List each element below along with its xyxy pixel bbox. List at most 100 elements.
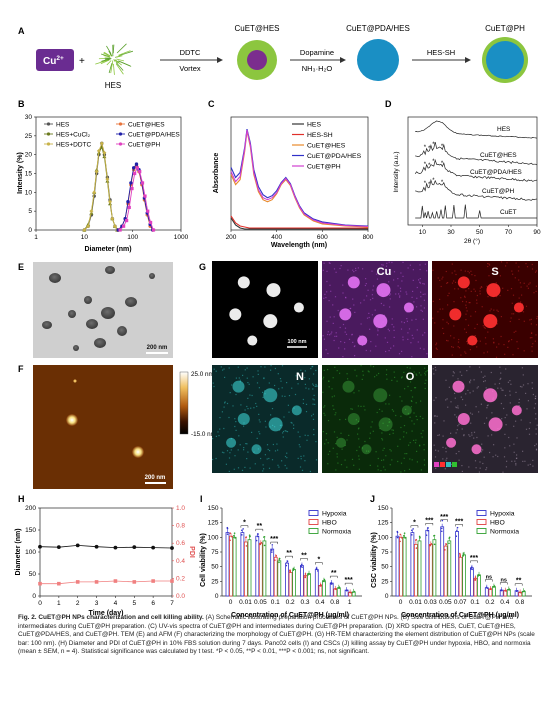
noise-dot: [454, 397, 456, 399]
noise-dot: [459, 371, 461, 373]
noise-dot: [425, 371, 427, 373]
noise-dot: [442, 319, 444, 321]
noise-dot: [323, 376, 325, 378]
legend-entry: CuET@HES: [307, 143, 346, 150]
panel-c-ylabel: Absorbance: [213, 153, 220, 194]
noise-dot: [465, 352, 467, 354]
noise-dot: [402, 261, 404, 263]
noise-dot: [371, 421, 373, 423]
noise-dot: [518, 398, 520, 400]
noise-dot: [403, 425, 406, 427]
noise-dot: [329, 262, 331, 264]
noise-dot: [438, 434, 440, 436]
noise-dot: [377, 469, 379, 471]
noise-dot: [400, 471, 402, 473]
noise-dot: [440, 285, 442, 288]
noise-dot: [446, 457, 448, 459]
x-tick-label: 30: [447, 229, 455, 236]
noise-dot: [327, 369, 329, 371]
noise-dot: [381, 264, 383, 266]
noise-dot: [378, 372, 380, 375]
sig-bracket: [440, 519, 449, 522]
noise-dot: [378, 408, 381, 410]
noise-dot: [442, 435, 444, 437]
noise-dot: [341, 448, 343, 450]
replicate-dot: [470, 566, 473, 568]
noise-dot: [515, 462, 517, 465]
noise-dot: [376, 374, 378, 376]
noise-dot: [515, 464, 517, 466]
bar: [413, 544, 418, 597]
noise-dot: [312, 383, 314, 385]
noise-dot: [369, 464, 371, 466]
noise-dot: [523, 282, 525, 284]
noise-dot: [424, 263, 426, 265]
noise-dot: [253, 407, 255, 409]
noise-dot: [259, 421, 261, 423]
x-tick-label: 0.2: [286, 599, 295, 606]
noise-dot: [282, 436, 284, 438]
noise-dot: [415, 373, 417, 375]
noise-dot: [461, 374, 463, 376]
noise-dot: [522, 450, 524, 452]
noise-dot: [458, 459, 460, 461]
noise-dot: [277, 464, 279, 466]
noise-dot: [244, 369, 246, 371]
noise-dot: [487, 404, 489, 406]
replicate-dot: [477, 575, 479, 577]
bar: [307, 573, 311, 597]
x-tick-label: 0.05: [254, 599, 267, 606]
bar: [425, 529, 430, 597]
noise-dot: [466, 310, 468, 312]
noise-dot: [467, 343, 469, 345]
noise-dot: [356, 375, 358, 377]
replicate-dot: [335, 587, 337, 590]
noise-dot: [416, 329, 418, 331]
replicate-dot: [320, 583, 322, 586]
data-point: [86, 222, 91, 226]
noise-dot: [270, 365, 272, 367]
noise-dot: [256, 382, 259, 384]
noise-dot: [268, 467, 271, 469]
noise-dot: [518, 279, 520, 281]
noise-dot: [487, 265, 489, 268]
noise-dot: [420, 374, 422, 376]
noise-dot: [399, 396, 401, 398]
figure-caption: Fig. 2. CuET@PH NPs characterization and…: [18, 614, 538, 657]
noise-dot: [424, 367, 426, 369]
noise-dot: [393, 326, 395, 328]
y-tick-label: 50: [381, 564, 389, 571]
bar: [443, 545, 448, 597]
noise-dot: [422, 417, 424, 420]
noise-dot: [224, 401, 226, 403]
noise-dot: [247, 451, 249, 453]
noise-dot: [246, 377, 248, 379]
noise-dot: [399, 295, 401, 297]
noise-dot: [500, 402, 502, 405]
replicate-dot: [257, 535, 259, 538]
product1-label: CuET@HES: [234, 24, 279, 33]
legend-swatch: [476, 510, 487, 516]
noise-dot: [515, 330, 517, 332]
noise-dot: [493, 309, 495, 311]
noise-dot: [480, 371, 482, 373]
data-point: [133, 171, 137, 176]
noise-dot: [229, 452, 231, 454]
data-point: [108, 199, 113, 204]
x-tick-label: 2: [76, 600, 80, 607]
replicate-dot: [233, 532, 236, 534]
noise-dot: [509, 320, 511, 323]
noise-dot: [213, 385, 215, 388]
noise-dot: [457, 378, 459, 380]
replicate-dot: [440, 527, 443, 530]
noise-dot: [326, 320, 328, 322]
product2-label: CuET@PDA/HES: [346, 24, 410, 33]
noise-dot: [490, 308, 492, 310]
noise-dot: [451, 346, 453, 348]
noise-dot: [419, 278, 421, 280]
xrd-trace-label: CuET@PH: [482, 188, 515, 195]
noise-dot: [219, 428, 221, 430]
noise-dot: [487, 296, 489, 298]
noise-dot: [476, 436, 478, 439]
data-point: [118, 228, 122, 232]
